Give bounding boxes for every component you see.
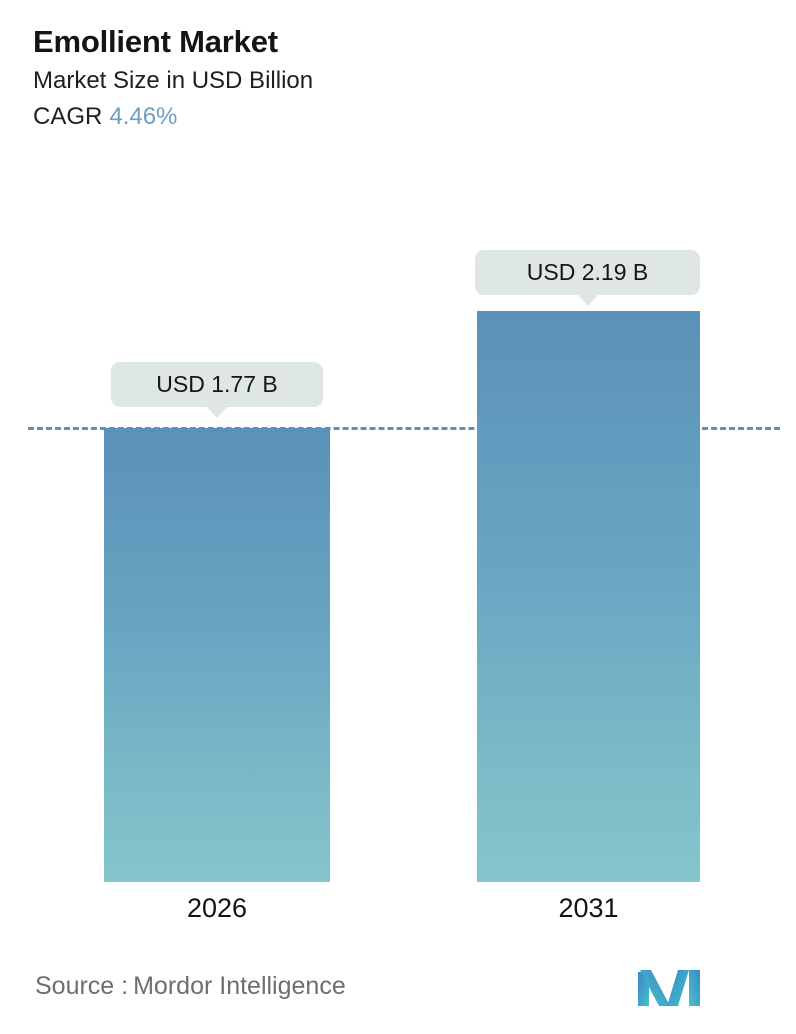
source-name: Mordor Intelligence bbox=[133, 972, 346, 1000]
callout-tail-icon bbox=[576, 294, 599, 306]
cagr-value: 4.46% bbox=[109, 103, 178, 130]
chart-subtitle: Market Size in USD Billion bbox=[33, 67, 314, 94]
value-callout-2031: USD 2.19 B bbox=[475, 250, 700, 306]
category-label-2031: 2031 bbox=[558, 893, 619, 923]
source-label: Source : bbox=[35, 972, 129, 1000]
cagr-label: CAGR bbox=[33, 103, 103, 130]
value-callout-2026-label: USD 1.77 B bbox=[156, 371, 278, 397]
cagr-row: CAGR 4.46% bbox=[33, 99, 753, 134]
value-callout-2026: USD 1.77 B bbox=[111, 362, 323, 418]
page-title: Emollient Market bbox=[33, 24, 278, 59]
mordor-intelligence-logo-icon bbox=[636, 962, 702, 1008]
chart-header: Emollient Market Market Size in USD Bill… bbox=[33, 22, 753, 134]
bar-2026[interactable] bbox=[104, 428, 330, 882]
callout-tail-icon bbox=[206, 406, 228, 418]
category-label-2026: 2026 bbox=[186, 893, 248, 923]
bar-2031[interactable] bbox=[477, 311, 700, 882]
source-attribution: Source : Mordor Intelligence bbox=[33, 972, 346, 1001]
reference-dashed-line bbox=[28, 427, 780, 430]
value-callout-2031-label: USD 2.19 B bbox=[526, 259, 649, 285]
